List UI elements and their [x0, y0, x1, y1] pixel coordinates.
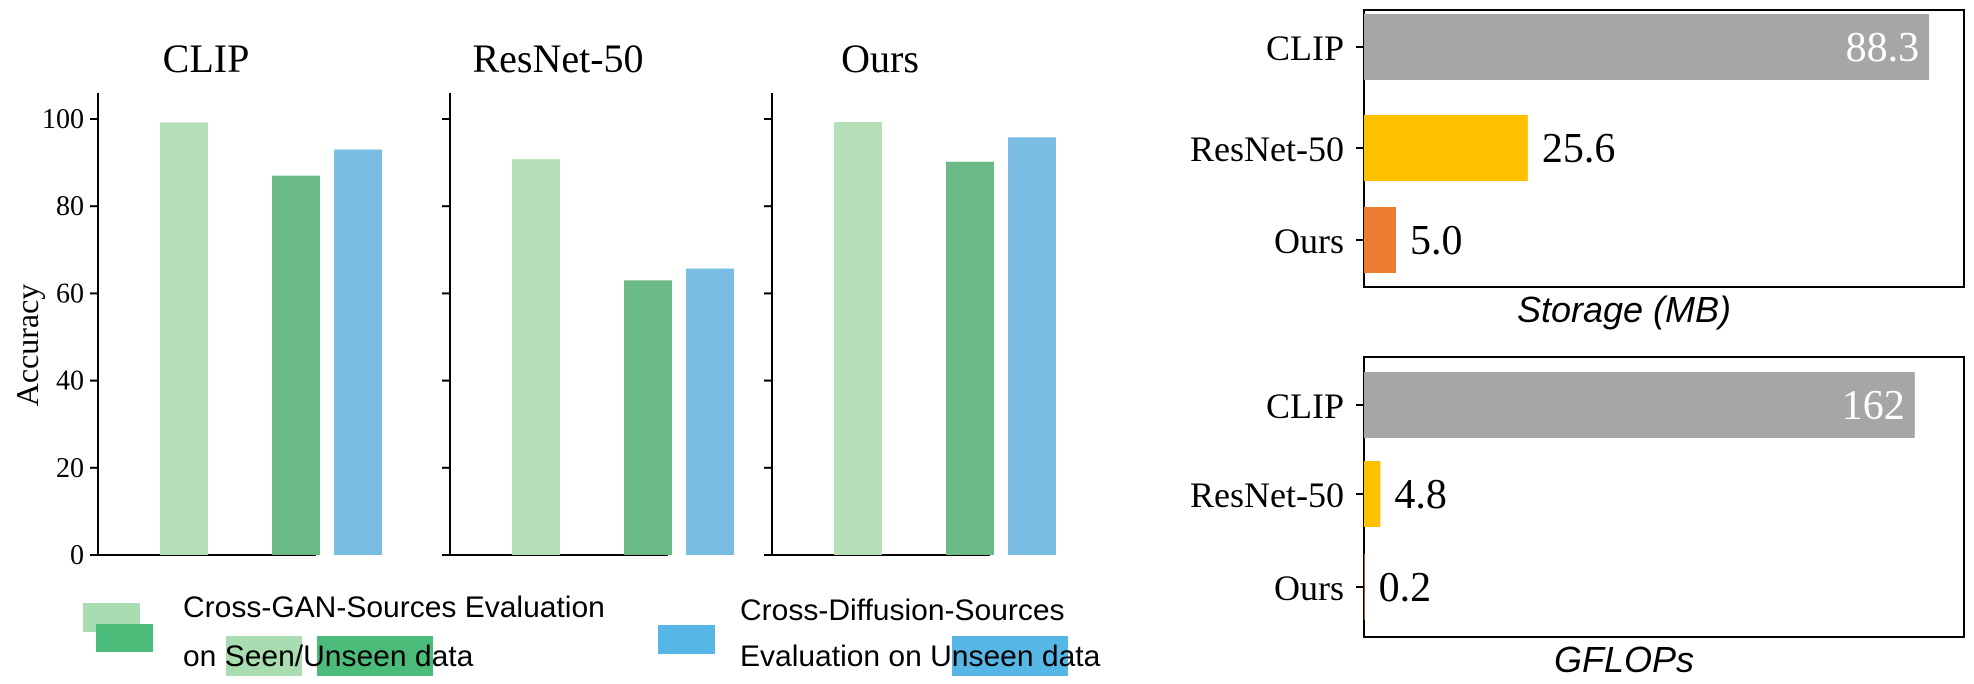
bar-gan-unseen — [272, 175, 320, 555]
legend-gan-line2: on Seen/Unseen data — [183, 640, 474, 673]
bar-ours — [1364, 554, 1365, 620]
category-label: CLIP — [1266, 386, 1344, 426]
legend-gan-seen-highlight — [226, 636, 302, 676]
bar-diffusion-unseen — [1008, 137, 1056, 555]
value-label: 88.3 — [1846, 25, 1920, 71]
bar-gan-seen — [160, 122, 208, 555]
panel-title: Ours — [841, 36, 919, 81]
legend-diff-unseen-highlight — [952, 636, 1068, 676]
category-label: Ours — [1274, 221, 1344, 261]
category-label: Ours — [1274, 568, 1344, 608]
y-tick-label: 20 — [56, 453, 84, 484]
bar-resnet-50 — [1364, 115, 1528, 181]
legend-seen-word: Seen — [225, 640, 295, 673]
category-label: CLIP — [1266, 28, 1344, 68]
value-label: 25.6 — [1542, 126, 1616, 172]
x-axis-label: GFLOPs — [1554, 639, 1694, 680]
accuracy-panel-2: ResNet-50 — [442, 36, 734, 556]
bar-clip — [1364, 372, 1915, 438]
resource-panels: CLIP 88.3 ResNet-50 25.6 Ours 5.0 Storage (MB)… — [1190, 9, 1965, 680]
legend-diff-line1: Cross-Diffusion-Sources — [740, 594, 1065, 627]
y-tick-label: 100 — [42, 104, 84, 135]
bar-gan-unseen — [946, 161, 994, 555]
y-tick-label: 0 — [70, 540, 84, 571]
bar-clip — [1364, 14, 1930, 80]
legend-diffusion-swatch — [658, 625, 715, 654]
category-label: ResNet-50 — [1190, 129, 1344, 169]
bar-gan-seen — [834, 122, 882, 555]
y-tick-label: 40 — [56, 366, 84, 397]
value-label: 0.2 — [1379, 565, 1432, 611]
legend-diff-line2: Evaluation on Unseen data — [740, 640, 1101, 673]
legend-diff-unseen-word: Unseen — [930, 640, 1033, 673]
value-label: 162 — [1842, 383, 1905, 429]
bar-gan-seen — [512, 159, 560, 555]
accuracy-panel-3: Ours — [764, 36, 1056, 556]
bar-gan-unseen — [624, 280, 672, 555]
resource-panel-1: CLIP 88.3 ResNet-50 25.6 Ours 5.0 Storage (MB) — [1190, 9, 1965, 330]
panel-title: CLIP — [163, 36, 250, 81]
bar-diffusion-unseen — [334, 149, 382, 555]
accuracy-panel-1: CLIP 0 20 40 60 80 100 — [42, 36, 382, 571]
value-label: 4.8 — [1394, 472, 1447, 518]
legend-gan-unseen-swatch — [96, 624, 153, 652]
value-label: 5.0 — [1410, 218, 1463, 264]
x-axis-label: Storage (MB) — [1517, 289, 1731, 330]
legend-gan-line1: Cross-GAN-Sources Evaluation — [183, 591, 605, 624]
legend: Cross-GAN-Sources Evaluation on Seen/Uns… — [83, 591, 1101, 676]
bar-diffusion-unseen — [686, 268, 734, 555]
bar-resnet-50 — [1364, 461, 1381, 527]
accuracy-panels: CLIP 0 20 40 60 80 100 ResNet-50 Ours Accuracy — [9, 36, 1056, 571]
resource-panel-2: CLIP 162 ResNet-50 4.8 Ours 0.2 GFLOPs — [1190, 356, 1965, 680]
y-tick-label: 60 — [56, 278, 84, 309]
category-label: ResNet-50 — [1190, 475, 1344, 515]
bar-ours — [1364, 207, 1396, 273]
legend-gan-unseen-highlight — [317, 636, 433, 676]
y-tick-label: 80 — [56, 191, 84, 222]
y-axis-label: Accuracy — [9, 284, 45, 407]
panel-title: ResNet-50 — [472, 36, 643, 81]
legend-unseen-word: Unseen — [303, 640, 406, 673]
